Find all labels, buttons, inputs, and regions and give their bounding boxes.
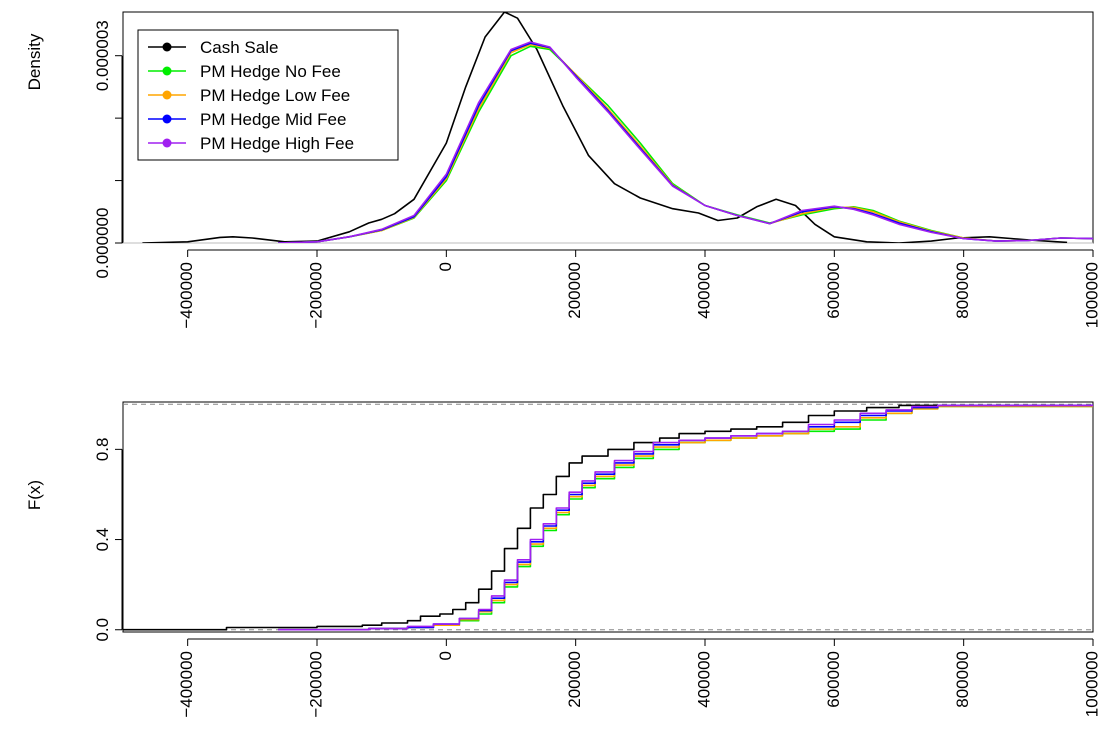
x-tick-label: 0 (436, 262, 455, 271)
x-tick-label: 600000 (824, 262, 843, 319)
legend-label-pm-hedge-no-fee: PM Hedge No Fee (200, 62, 341, 81)
x-tick-label: 1000000 (1082, 651, 1101, 717)
series-group (123, 404, 1093, 631)
density-panel: −400000 −200000 0 200000 400000 600000 800000 1… (25, 11, 1101, 329)
series-group (142, 12, 1093, 243)
legend-label-pm-hedge-low-fee: PM Hedge Low Fee (200, 86, 350, 105)
x-axis: −400000 −200000 0 200000 400000 600000 800000 1… (177, 638, 1101, 718)
legend-marker-pm-hedge-no-fee (162, 66, 172, 76)
legend-label-cash-sale: Cash Sale (200, 38, 278, 57)
series-line-pm-hedge-low-fee (278, 404, 1093, 631)
x-tick-label: 400000 (694, 262, 713, 319)
series-line-pm-hedge-no-fee (278, 45, 1093, 243)
y-axis-title: Density (25, 33, 44, 90)
y-axis: 0.0 0.4 0.8 (93, 438, 123, 642)
x-tick-label: −200000 (306, 262, 325, 329)
series-line-cash-sale (123, 404, 1093, 631)
y-axis: 0.000000 0.000003 (93, 20, 123, 279)
y-tick-label: 0.000000 (93, 208, 112, 279)
plot-frame (122, 401, 1094, 633)
x-tick-label: 200000 (565, 262, 584, 319)
x-tick-label: −200000 (306, 651, 325, 718)
y-axis-title: F(x) (25, 480, 44, 510)
series-line-cash-sale (142, 12, 1068, 243)
series-line-pm-hedge-low-fee (278, 43, 1093, 243)
series-line-pm-hedge-high-fee (278, 41, 1093, 243)
legend-label-pm-hedge-high-fee: PM Hedge High Fee (200, 134, 354, 153)
x-tick-label: 600000 (824, 651, 843, 708)
x-tick-label: −400000 (177, 262, 196, 329)
x-tick-label: 400000 (694, 651, 713, 708)
y-tick-label: 0.8 (93, 438, 112, 462)
legend-marker-pm-hedge-low-fee (162, 90, 172, 100)
x-tick-label: 800000 (953, 262, 972, 319)
legend-marker-pm-hedge-high-fee (162, 138, 172, 148)
legend-marker-cash-sale (162, 42, 172, 52)
series-line-pm-hedge-no-fee (278, 404, 1093, 631)
x-tick-label: 200000 (565, 651, 584, 708)
legend: Cash Sale PM Hedge No Fee PM Hedge Low Fee… (137, 29, 399, 161)
y-tick-label: 0.4 (93, 528, 112, 552)
x-tick-label: −400000 (177, 651, 196, 718)
ecdf-panel: −400000 −200000 0 200000 400000 600000 800000 1… (25, 401, 1101, 718)
x-tick-label: 1000000 (1082, 262, 1101, 328)
series-line-pm-hedge-mid-fee (278, 404, 1093, 631)
x-tick-label: 0 (436, 651, 455, 660)
x-tick-label: 800000 (953, 651, 972, 708)
legend-marker-pm-hedge-mid-fee (162, 114, 172, 124)
series-line-pm-hedge-high-fee (278, 404, 1093, 631)
y-tick-label: 0.000003 (93, 20, 112, 91)
x-axis: −400000 −200000 0 200000 400000 600000 800000 1… (177, 249, 1101, 329)
y-tick-label: 0.0 (93, 618, 112, 642)
legend-label-pm-hedge-mid-fee: PM Hedge Mid Fee (200, 110, 346, 129)
series-line-pm-hedge-mid-fee (278, 42, 1093, 243)
